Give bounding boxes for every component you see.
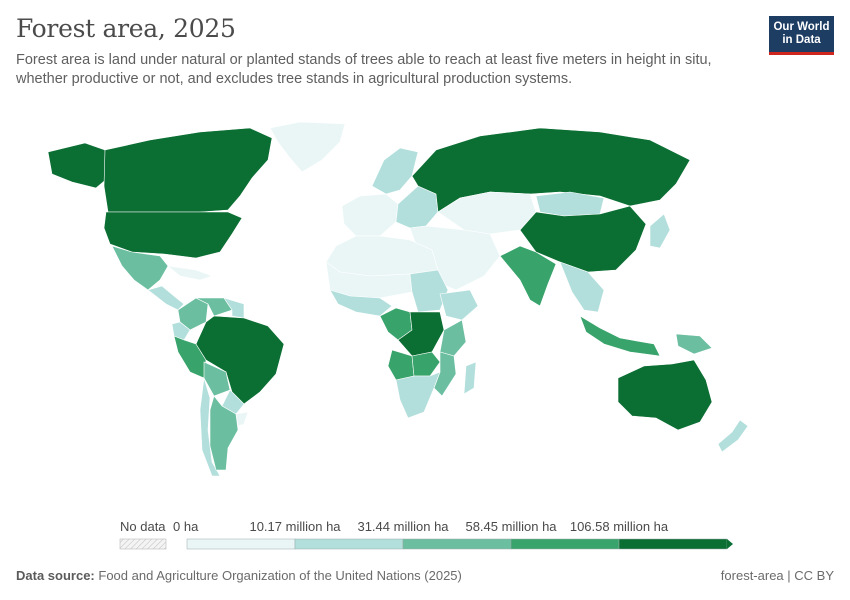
source-label: Data source: [16, 568, 95, 583]
legend-tick-label: 0 ha [173, 519, 199, 534]
logo-line-2: in Data [782, 34, 821, 46]
legend-tick-label: 10.17 million ha [249, 519, 341, 534]
legend-bin-1[interactable] [294, 538, 404, 550]
region-brazil[interactable] [195, 315, 285, 405]
region-sudan[interactable] [409, 269, 449, 313]
footer-slug[interactable]: forest-area | CC BY [720, 568, 834, 583]
region-alaska[interactable] [47, 142, 109, 189]
region-india[interactable] [499, 245, 557, 307]
legend-tick-label: 106.58 million ha [570, 519, 669, 534]
region-western-europe[interactable] [341, 193, 399, 237]
region-west-africa[interactable] [329, 289, 393, 317]
region-ethiopia[interactable] [439, 289, 479, 321]
legend-bin-3[interactable] [510, 538, 620, 550]
legend-no-data-label: No data [120, 519, 166, 534]
region-chile[interactable] [199, 377, 221, 477]
region-china[interactable] [519, 205, 647, 273]
footer-source: Data source: Food and Agriculture Organi… [16, 568, 462, 583]
region-canada[interactable] [103, 127, 273, 213]
region-japan[interactable] [649, 213, 671, 249]
owid-logo[interactable]: Our World in Data [769, 16, 834, 55]
region-southern-africa[interactable] [395, 371, 441, 419]
legend-arrow [727, 539, 733, 549]
region-united-states[interactable] [103, 211, 243, 259]
region-ecuador[interactable] [171, 321, 191, 341]
legend-bin-2[interactable] [402, 538, 512, 550]
region-guianas[interactable] [223, 297, 245, 319]
source-text[interactable]: Food and Agriculture Organization of the… [98, 568, 462, 583]
legend-bin-0[interactable] [186, 538, 296, 550]
region-madagascar[interactable] [463, 361, 477, 395]
region-uruguay[interactable] [235, 411, 249, 427]
region-venezuela[interactable] [195, 297, 233, 317]
region-angola[interactable] [387, 349, 415, 381]
legend-bin-4[interactable] [618, 538, 728, 550]
map-legend: No data 0 ha 10.17 million ha 31.44 millio… [119, 519, 733, 550]
region-zambia[interactable] [411, 351, 441, 377]
region-bolivia[interactable] [203, 361, 231, 397]
region-mexico[interactable] [111, 245, 169, 291]
chart-title: Forest area, 2025 [16, 14, 236, 43]
logo-line-1: Our World [773, 21, 830, 33]
world-map [47, 121, 749, 477]
legend-scale [186, 538, 733, 550]
legend-tick-label: 58.45 million ha [465, 519, 557, 534]
legend-tick-labels: 0 ha 10.17 million ha 31.44 million ha 58.4… [173, 519, 669, 534]
region-argentina[interactable] [209, 395, 239, 471]
region-southeast-asia[interactable] [559, 261, 605, 313]
legend-tick-label: 31.44 million ha [357, 519, 449, 534]
region-caribbean[interactable] [166, 265, 213, 281]
chart-subtitle: Forest area is land under natural or pla… [16, 52, 712, 87]
region-papua-new-guinea[interactable] [675, 333, 713, 355]
region-australia[interactable] [617, 359, 713, 431]
legend-no-data-swatch [119, 538, 167, 550]
region-scandinavia[interactable] [371, 147, 419, 195]
region-greenland[interactable] [269, 121, 346, 173]
region-indonesia[interactable] [579, 315, 661, 357]
region-tanzania[interactable] [439, 319, 467, 357]
region-new-zealand[interactable] [717, 419, 749, 453]
region-central-america[interactable] [147, 285, 185, 311]
